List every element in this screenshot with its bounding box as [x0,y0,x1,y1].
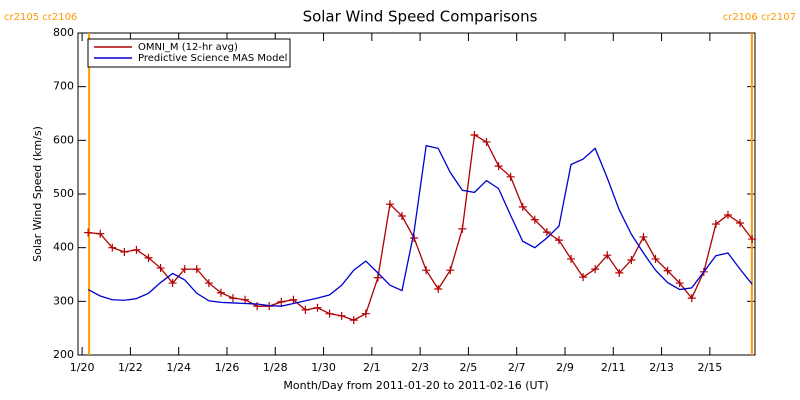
y-tick-label: 800 [53,26,74,39]
point-marker [591,265,600,274]
legend-label: Predictive Science MAS Model [138,53,287,64]
y-tick-label: 400 [53,241,74,254]
y-tick-label: 700 [53,80,74,93]
point-marker [96,229,105,238]
point-marker [277,297,286,306]
point-marker [530,215,539,224]
x-tick-label: 1/26 [215,361,240,374]
point-marker [651,254,660,263]
point-marker [349,316,358,325]
chart-title: Solar Wind Speed Comparisons [303,8,538,26]
x-tick-label: 2/15 [697,361,722,374]
point-marker [241,295,250,304]
point-marker [325,309,334,318]
point-marker [627,256,636,265]
x-tick-label: 2/9 [556,361,574,374]
x-tick-label: 1/24 [166,361,191,374]
point-marker [567,254,576,263]
point-marker [494,162,503,171]
point-marker [373,273,382,282]
point-marker [506,172,515,181]
point-marker [289,295,298,304]
point-marker [470,130,479,139]
y-tick-label: 600 [53,133,74,146]
point-marker [398,212,407,221]
legend-label: OMNI_M (12-hr avg) [138,42,238,53]
point-marker [542,228,551,237]
point-marker [168,279,177,288]
point-marker [361,309,370,318]
point-marker [579,273,588,282]
x-axis-label: Month/Day from 2011-01-20 to 2011-02-16 … [283,379,548,392]
point-marker [132,245,141,254]
point-marker [216,288,225,297]
point-marker [748,235,757,244]
x-tick-label: 2/13 [649,361,674,374]
point-marker [687,294,696,303]
point-marker [422,266,431,275]
point-marker [482,137,491,146]
x-tick-label: 1/20 [70,361,95,374]
point-marker [229,294,238,303]
legend-box [87,38,291,68]
point-marker [736,218,745,227]
rotation-label: cr2106 cr2107 [723,12,796,23]
point-marker [446,266,455,275]
x-tick-label: 2/1 [363,361,381,374]
y-axis-label: Solar Wind Speed (km/s) [31,126,44,262]
point-marker [723,210,732,219]
point-marker [603,251,612,260]
point-marker [434,284,443,293]
point-marker [554,236,563,245]
x-tick-label: 2/5 [460,361,478,374]
point-marker [663,266,672,275]
y-tick-label: 200 [53,348,74,361]
point-marker [313,303,322,312]
x-tick-label: 2/7 [508,361,526,374]
x-tick-label: 2/11 [601,361,626,374]
y-tick-label: 300 [53,294,74,307]
x-tick-label: 1/22 [118,361,143,374]
plot-frame [77,32,756,356]
point-marker [301,305,310,314]
rotation-label: cr2105 cr2106 [4,12,77,23]
point-marker [192,265,201,274]
point-marker [144,253,153,262]
point-marker [385,200,394,209]
point-marker [518,202,527,211]
x-tick-label: 1/28 [263,361,288,374]
point-marker [180,265,189,274]
x-tick-label: 2/3 [411,361,429,374]
point-marker [337,311,346,320]
point-marker [711,220,720,229]
series-line [88,133,753,321]
point-marker [675,279,684,288]
point-marker [204,279,213,288]
point-marker [120,247,129,256]
point-marker [639,232,648,241]
series-line [87,144,753,307]
point-marker [458,224,467,233]
y-tick-label: 500 [53,187,74,200]
point-marker [156,264,165,273]
point-marker [108,243,117,252]
point-marker [410,234,419,243]
x-tick-label: 1/30 [311,361,336,374]
point-marker [615,268,624,277]
point-marker [84,228,93,237]
